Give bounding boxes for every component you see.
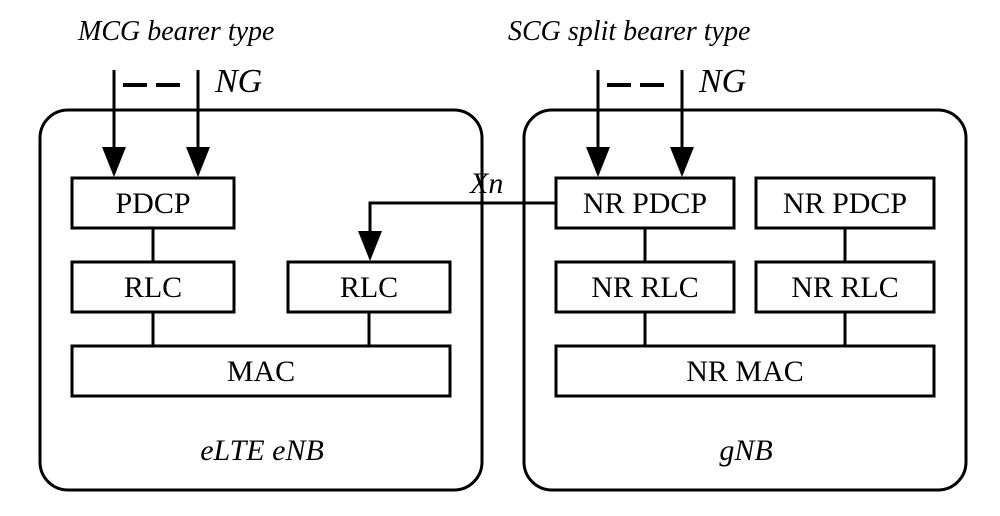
mac-label: MAC: [227, 355, 295, 388]
nr-mac-label: NR MAC: [686, 355, 804, 388]
ng-right-label: NG: [698, 63, 746, 100]
gnb-label: gNB: [719, 434, 772, 467]
nr-pdcp2-label: NR PDCP: [783, 187, 907, 220]
pdcp-label: PDCP: [115, 187, 190, 220]
xn-label: Xn: [469, 167, 503, 200]
scg-title: SCG split bearer type: [508, 16, 750, 47]
mcg-title: MCG bearer type: [77, 16, 274, 47]
nr-rlc1-label: NR RLC: [591, 271, 699, 304]
nr-pdcp1-label: NR PDCP: [583, 187, 707, 220]
nr-rlc2-label: NR RLC: [791, 271, 899, 304]
ng-left-label: NG: [214, 63, 262, 100]
elte-enb-label: eLTE eNB: [200, 434, 324, 467]
rlc2-label: RLC: [340, 271, 398, 304]
rlc1-label: RLC: [124, 271, 182, 304]
